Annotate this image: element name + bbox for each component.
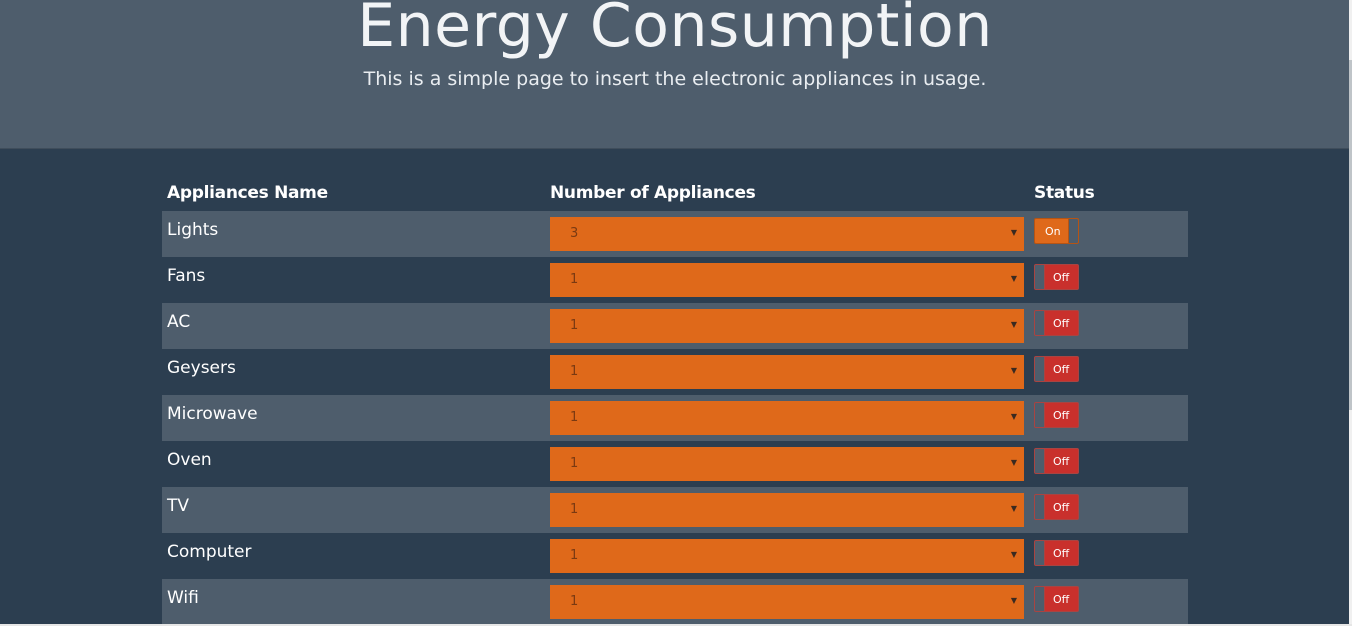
caret-down-icon: ▼ bbox=[1010, 504, 1017, 513]
table-body: Lights 3 ▼ On Fans 1 ▼ Off AC 1 ▼ Off Geysers 1 ▼ Off Mi… bbox=[162, 211, 1188, 625]
toggle-knob bbox=[1035, 265, 1045, 289]
caret-down-icon: ▼ bbox=[1010, 550, 1017, 559]
caret-down-icon: ▼ bbox=[1010, 596, 1017, 605]
toggle-knob bbox=[1035, 495, 1045, 519]
appliance-name: Oven bbox=[167, 450, 212, 470]
status-toggle[interactable]: Off bbox=[1034, 540, 1079, 566]
toggle-label: Off bbox=[1053, 547, 1070, 560]
status-toggle[interactable]: Off bbox=[1034, 356, 1079, 382]
page-title: Energy Consumption bbox=[357, 0, 993, 61]
table-row: TV 1 ▼ Off bbox=[162, 487, 1188, 533]
toggle-label: Off bbox=[1053, 455, 1070, 468]
column-header-appliance-name: Appliances Name bbox=[167, 183, 328, 203]
column-header-status: Status bbox=[1034, 183, 1095, 203]
caret-down-icon: ▼ bbox=[1010, 412, 1017, 421]
selected-count: 1 bbox=[570, 410, 579, 425]
table-row: AC 1 ▼ Off bbox=[162, 303, 1188, 349]
toggle-label: On bbox=[1045, 225, 1061, 238]
selected-count: 3 bbox=[570, 226, 579, 241]
toggle-knob bbox=[1035, 403, 1045, 427]
table-row: Fans 1 ▼ Off bbox=[162, 257, 1188, 303]
toggle-knob bbox=[1035, 541, 1045, 565]
caret-down-icon: ▼ bbox=[1010, 228, 1017, 237]
status-toggle[interactable]: Off bbox=[1034, 586, 1079, 612]
appliance-count-select[interactable]: 1 ▼ bbox=[550, 401, 1024, 435]
caret-down-icon: ▼ bbox=[1010, 366, 1017, 375]
table-row: Oven 1 ▼ Off bbox=[162, 441, 1188, 487]
status-toggle[interactable]: Off bbox=[1034, 310, 1079, 336]
appliance-name: TV bbox=[167, 496, 190, 516]
status-toggle[interactable]: Off bbox=[1034, 402, 1079, 428]
appliance-name: AC bbox=[167, 312, 191, 332]
selected-count: 1 bbox=[570, 502, 579, 517]
caret-down-icon: ▼ bbox=[1010, 458, 1017, 467]
appliance-count-select[interactable]: 1 ▼ bbox=[550, 447, 1024, 481]
appliance-count-select[interactable]: 1 ▼ bbox=[550, 493, 1024, 527]
appliance-name: Lights bbox=[167, 220, 219, 240]
toggle-label: Off bbox=[1053, 593, 1070, 606]
appliance-name: Geysers bbox=[167, 358, 236, 378]
toggle-label: Off bbox=[1053, 271, 1070, 284]
toggle-label: Off bbox=[1053, 317, 1070, 330]
appliance-name: Computer bbox=[167, 542, 252, 562]
selected-count: 1 bbox=[570, 364, 579, 379]
table-row: Lights 3 ▼ On bbox=[162, 211, 1188, 257]
toggle-label: Off bbox=[1053, 409, 1070, 422]
vertical-scrollbar[interactable] bbox=[1349, 0, 1352, 626]
toggle-knob bbox=[1035, 357, 1045, 381]
selected-count: 1 bbox=[570, 318, 579, 333]
appliance-name: Microwave bbox=[167, 404, 258, 424]
column-header-number-of-appliances: Number of Appliances bbox=[550, 183, 756, 203]
appliance-count-select[interactable]: 1 ▼ bbox=[550, 263, 1024, 297]
table-row: Wifi 1 ▼ Off bbox=[162, 579, 1188, 625]
appliance-count-select[interactable]: 1 ▼ bbox=[550, 539, 1024, 573]
caret-down-icon: ▼ bbox=[1010, 274, 1017, 283]
toggle-label: Off bbox=[1053, 501, 1070, 514]
selected-count: 1 bbox=[570, 272, 579, 287]
toggle-label: Off bbox=[1053, 363, 1070, 376]
appliance-count-select[interactable]: 1 ▼ bbox=[550, 355, 1024, 389]
toggle-knob bbox=[1035, 449, 1045, 473]
appliance-name: Fans bbox=[167, 266, 206, 286]
appliance-count-select[interactable]: 3 ▼ bbox=[550, 217, 1024, 251]
appliance-count-select[interactable]: 1 ▼ bbox=[550, 309, 1024, 343]
status-toggle[interactable]: Off bbox=[1034, 494, 1079, 520]
scrollbar-thumb[interactable] bbox=[1349, 60, 1352, 410]
appliances-table: Appliances Name Number of Appliances Sta… bbox=[162, 170, 1188, 625]
caret-down-icon: ▼ bbox=[1010, 320, 1017, 329]
table-header: Appliances Name Number of Appliances Sta… bbox=[162, 170, 1188, 211]
bottom-border bbox=[0, 624, 1352, 626]
selected-count: 1 bbox=[570, 456, 579, 471]
status-toggle[interactable]: Off bbox=[1034, 448, 1079, 474]
appliance-name: Wifi bbox=[167, 588, 199, 608]
toggle-knob bbox=[1035, 587, 1045, 611]
table-row: Microwave 1 ▼ Off bbox=[162, 395, 1188, 441]
table-row: Computer 1 ▼ Off bbox=[162, 533, 1188, 579]
status-toggle[interactable]: Off bbox=[1034, 264, 1079, 290]
status-toggle[interactable]: On bbox=[1034, 218, 1079, 244]
selected-count: 1 bbox=[570, 548, 579, 563]
toggle-knob bbox=[1035, 311, 1045, 335]
table-row: Geysers 1 ▼ Off bbox=[162, 349, 1188, 395]
appliance-count-select[interactable]: 1 ▼ bbox=[550, 585, 1024, 619]
selected-count: 1 bbox=[570, 594, 579, 609]
page-subtitle: This is a simple page to insert the elec… bbox=[363, 68, 987, 90]
page-header: Energy Consumption This is a simple page… bbox=[0, 0, 1352, 149]
toggle-knob bbox=[1068, 219, 1078, 243]
